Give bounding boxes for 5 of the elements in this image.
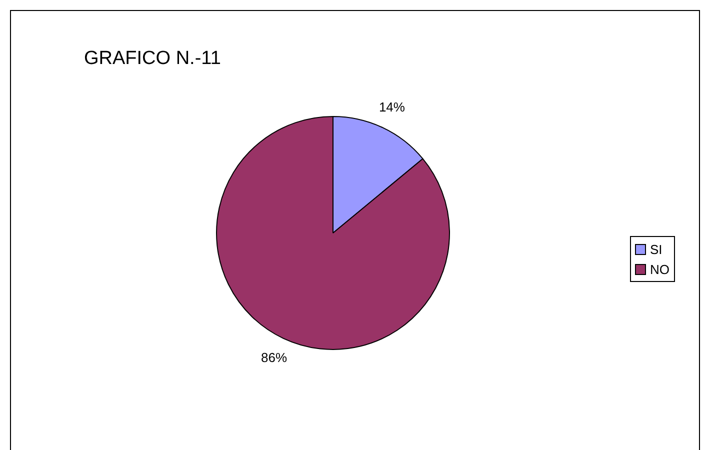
- legend-label: NO: [650, 262, 670, 276]
- data-label: 86%: [261, 350, 288, 365]
- chart-title: GRAFICO N.-11: [84, 48, 221, 70]
- data-label: 14%: [378, 99, 406, 114]
- legend-label: SI: [650, 242, 662, 256]
